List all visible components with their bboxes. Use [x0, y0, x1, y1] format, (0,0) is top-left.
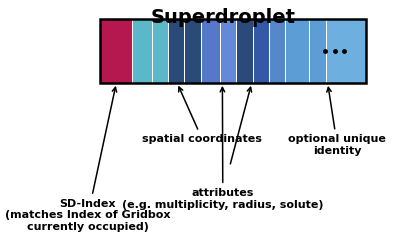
Text: spatial coordinates: spatial coordinates [142, 87, 262, 144]
Bar [236, 19, 252, 83]
Bar [252, 19, 269, 83]
Bar [220, 19, 236, 83]
Bar [100, 19, 366, 83]
Bar [184, 19, 201, 83]
Text: SD-Index
(matches Index of Gridbox
currently occupied): SD-Index (matches Index of Gridbox curre… [5, 87, 171, 232]
Text: optional unique
identity: optional unique identity [288, 87, 386, 156]
Bar [168, 19, 184, 83]
Bar [325, 19, 366, 83]
Text: attributes
(e.g. multiplicity, radius, solute): attributes (e.g. multiplicity, radius, s… [122, 87, 324, 210]
Bar [132, 19, 152, 83]
Bar [309, 19, 325, 83]
Bar [152, 19, 168, 83]
Bar [201, 19, 220, 83]
Bar [100, 19, 132, 83]
Bar [269, 19, 285, 83]
Bar [285, 19, 309, 83]
Text: Superdroplet: Superdroplet [150, 8, 295, 27]
